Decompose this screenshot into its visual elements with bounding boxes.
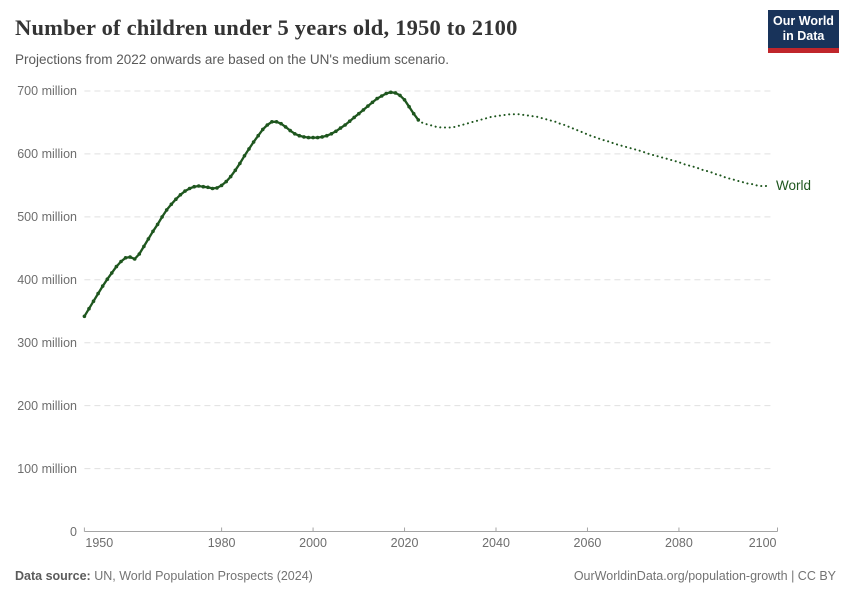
owid-logo-line1: Our World xyxy=(773,14,834,28)
x-axis-tick-label: 2000 xyxy=(299,536,327,550)
data-source-text: UN, World Population Prospects (2024) xyxy=(90,569,313,583)
data-source: Data source: UN, World Population Prospe… xyxy=(15,568,313,584)
y-axis-tick-label: 0 xyxy=(70,524,77,539)
chart-subtitle: Projections from 2022 onwards are based … xyxy=(15,52,450,67)
y-axis-tick-label: 100 million xyxy=(17,461,77,476)
y-axis-tick-label: 400 million xyxy=(17,272,77,287)
credit-link[interactable]: OurWorldinData.org/population-growth | C… xyxy=(573,569,836,583)
data-source-label: Data source: xyxy=(15,569,91,583)
y-axis-tick-label: 300 million xyxy=(17,335,77,350)
x-axis-tick-label: 2020 xyxy=(390,536,419,550)
series-label-world[interactable]: World xyxy=(776,178,812,193)
y-axis-tick-label: 200 million xyxy=(17,398,77,413)
chart-footer: Data source: UN, World Population Prospe… xyxy=(15,568,836,584)
owid-logo-line2: in Data xyxy=(782,29,825,43)
x-axis-tick-label: 1950 xyxy=(85,536,114,550)
x-axis-tick-label: 2080 xyxy=(665,536,693,550)
owid-logo: Our World in Data xyxy=(768,10,839,53)
x-axis-tick-label: 2060 xyxy=(573,536,602,550)
x-axis-tick-label: 2040 xyxy=(482,536,510,550)
x-axis-tick-label: 1980 xyxy=(207,536,236,550)
y-axis-tick-label: 600 million xyxy=(17,146,77,161)
y-axis-tick-label: 500 million xyxy=(17,209,77,224)
y-axis-tick-label: 700 million xyxy=(17,84,77,98)
chart-title: Number of children under 5 years old, 19… xyxy=(15,15,518,40)
x-axis-tick-label: 2100 xyxy=(748,536,777,550)
